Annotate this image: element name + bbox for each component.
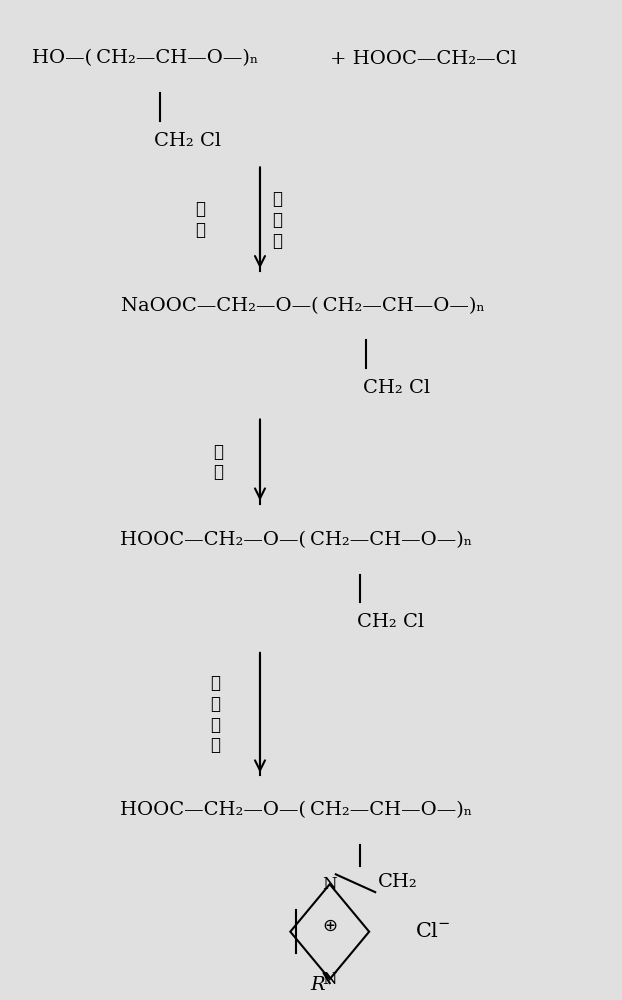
Text: Cl$^{-}$: Cl$^{-}$ (415, 922, 451, 941)
Text: 烷
基
咪
唑: 烷 基 咪 唑 (211, 674, 221, 754)
Text: HOOC—CH₂—O—( CH₂—CH—O—)ₙ: HOOC—CH₂—O—( CH₂—CH—O—)ₙ (120, 531, 473, 549)
Text: 乙
腈: 乙 腈 (195, 200, 205, 239)
Text: N: N (322, 971, 337, 988)
Text: CH₂ Cl: CH₂ Cl (357, 613, 424, 631)
Text: CH₂: CH₂ (378, 873, 418, 891)
Text: + HOOC—CH₂—Cl: + HOOC—CH₂—Cl (330, 50, 517, 68)
Text: N: N (322, 876, 337, 893)
Text: R: R (310, 976, 325, 994)
Text: 碳
酸
钠: 碳 酸 钠 (272, 190, 282, 250)
Text: NaOOC—CH₂—O—( CH₂—CH—O—)ₙ: NaOOC—CH₂—O—( CH₂—CH—O—)ₙ (121, 297, 485, 315)
Text: HO—( CH₂—CH—O—)ₙ: HO—( CH₂—CH—O—)ₙ (32, 50, 258, 68)
Text: CH₂ Cl: CH₂ Cl (154, 132, 221, 150)
Text: HOOC—CH₂—O—( CH₂—CH—O—)ₙ: HOOC—CH₂—O—( CH₂—CH—O—)ₙ (120, 801, 473, 819)
Text: ⊕: ⊕ (322, 917, 337, 935)
Text: CH₂ Cl: CH₂ Cl (363, 379, 430, 397)
Text: 盐
酸: 盐 酸 (213, 443, 223, 481)
